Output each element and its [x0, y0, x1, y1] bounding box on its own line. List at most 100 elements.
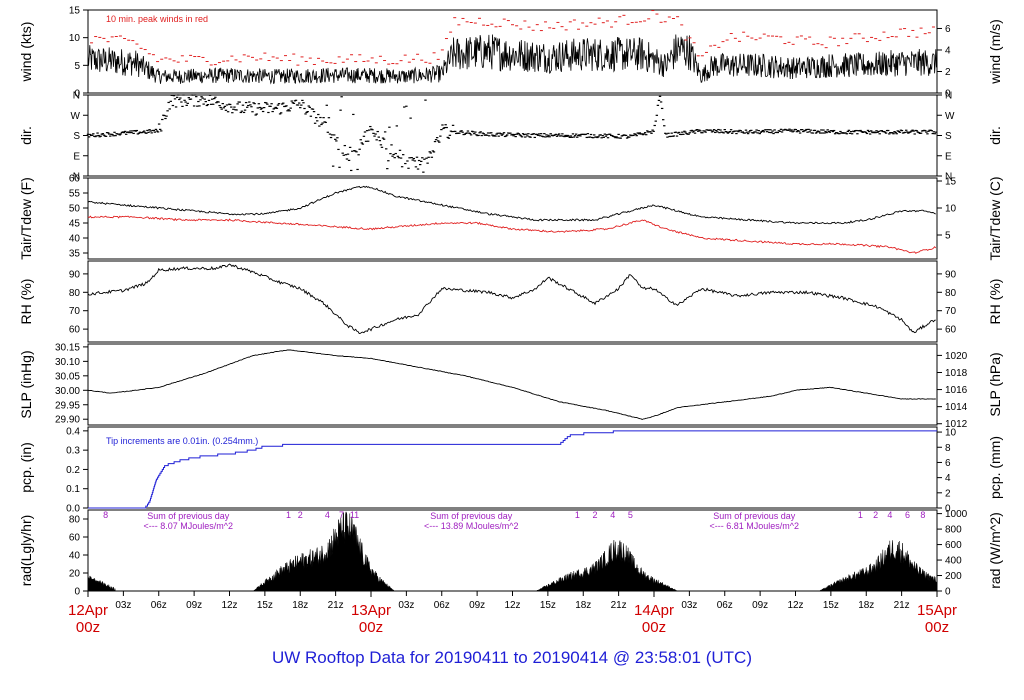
wind-right-tick-label: 6 — [945, 24, 951, 35]
date-hour-label: 00z — [642, 619, 666, 636]
dir-right-tick-label: W — [945, 111, 955, 122]
slp-right-tick-label: 1018 — [945, 368, 968, 379]
dir-left-tick-label: N — [73, 172, 80, 183]
uv-index-mark: 8 — [103, 510, 108, 520]
slp-right-tick-label: 1014 — [945, 402, 968, 413]
radiation-note-sum: <--- 6.81 MJoules/m^2 — [709, 521, 799, 531]
temp-left-tick-label: 45 — [69, 219, 81, 230]
uv-index-mark: 2 — [298, 510, 303, 520]
wind-left-tick-label: 10 — [69, 33, 81, 44]
uv-index-mark: 5 — [628, 510, 633, 520]
pcp-frame — [87, 426, 938, 509]
time-tick-label: 12z — [504, 600, 520, 611]
wind-peak-annotation: 10 min. peak winds in red — [106, 14, 208, 24]
slp-left-tick-label: 30.05 — [55, 371, 80, 382]
wind-speed-series — [87, 34, 938, 85]
pcp-left-tick-label: 0.4 — [66, 426, 80, 437]
rh-right-tick-label: 60 — [945, 325, 957, 336]
dir-right-tick-label: N — [945, 91, 952, 102]
rad-left-tick-label: 40 — [69, 551, 81, 562]
temp-left-tick-label: 40 — [69, 234, 81, 245]
time-tick-label: 06z — [434, 600, 450, 611]
rad-right-tick-label: 0 — [945, 587, 951, 598]
rad-right-axis-label: rad (W/m^2) — [987, 512, 1003, 589]
uv-index-mark: 4 — [887, 510, 892, 520]
dir-left-tick-label: S — [73, 131, 80, 142]
date-hour-label: 00z — [76, 619, 100, 636]
dir-left-axis-label: dir. — [18, 126, 34, 145]
rad-right-tick-label: 1000 — [945, 509, 968, 520]
rad-left-axis-label: rad(Lgly/hr) — [18, 515, 34, 587]
uv-index-mark: 1 — [858, 510, 863, 520]
temp-left-tick-label: 35 — [69, 249, 81, 260]
radiation-note-sum: <--- 8.07 MJoules/m^2 — [143, 521, 233, 531]
time-tick-label: 15z — [823, 600, 839, 611]
temp-left-tick-label: 50 — [69, 204, 81, 215]
date-hour-label: 00z — [925, 619, 949, 636]
dir-right-tick-label: E — [945, 151, 952, 162]
pcp-right-tick-label: 0 — [945, 504, 951, 515]
rh-right-tick-label: 90 — [945, 269, 957, 280]
radiation-note-title: Sum of previous day — [147, 511, 230, 521]
wind-left-tick-label: 0 — [74, 89, 80, 100]
wind-right-tick-label: 2 — [945, 67, 951, 78]
pcp-left-tick-label: 0.0 — [66, 504, 80, 515]
dir-right-tick-label: S — [945, 131, 952, 142]
uv-index-mark: 4 — [325, 510, 330, 520]
time-tick-label: 03z — [115, 600, 131, 611]
rh-left-tick-label: 70 — [69, 306, 81, 317]
rad-right-tick-label: 800 — [945, 525, 962, 536]
slp-left-tick-label: 30.15 — [55, 342, 80, 353]
wind-direction-series — [86, 94, 938, 173]
dir-right-tick-label: N — [945, 172, 952, 183]
dir-right-axis-label: dir. — [987, 126, 1003, 145]
date-label: 13Apr — [351, 602, 391, 619]
slp-left-axis-label: SLP (inHg) — [18, 350, 34, 418]
time-tick-label: 03z — [681, 600, 697, 611]
uv-index-mark: 8 — [920, 510, 925, 520]
uv-index-mark: 4 — [610, 510, 615, 520]
slp-left-tick-label: 29.90 — [55, 415, 80, 426]
rad-right-tick-label: 400 — [945, 556, 962, 567]
rh-left-tick-label: 90 — [69, 269, 81, 280]
rad-right-tick-label: 200 — [945, 571, 962, 582]
time-tick-label: 09z — [752, 600, 768, 611]
rh-panel: 60 70 80 90 60 70 80 90 RH (%) RH (%) — [18, 260, 1003, 343]
wind-right-tick-label: 4 — [945, 45, 951, 56]
rh-right-tick-label: 70 — [945, 306, 957, 317]
pcp-left-tick-label: 0.1 — [66, 484, 80, 495]
time-tick-label: 12z — [787, 600, 803, 611]
time-tick-label: 21z — [894, 600, 910, 611]
temp-right-axis-label: Tair/Tdew (C) — [987, 176, 1003, 260]
slp-left-tick-label: 30.00 — [55, 386, 80, 397]
precip-annotation: Tip increments are 0.01in. (0.254mm.) — [106, 436, 258, 446]
pcp-right-tick-label: 4 — [945, 473, 951, 484]
rh-frame — [87, 260, 938, 343]
air-temperature-series — [87, 185, 936, 225]
wind-panel: 0 5 10 15 0 2 4 6 wind (kts) wind (m/s) — [18, 6, 1003, 100]
uv-index-mark: 2 — [873, 510, 878, 520]
time-tick-label: 12z — [221, 600, 237, 611]
date-hour-label: 00z — [359, 619, 383, 636]
uv-index-mark: 1 — [286, 510, 291, 520]
radiation-note-title: Sum of previous day — [713, 511, 796, 521]
time-tick-label: 06z — [717, 600, 733, 611]
temp-right-tick-label: 10 — [945, 204, 957, 215]
slp-panel: 29.90 29.95 30.00 30.05 30.10 30.15 1012 1014 10… — [18, 342, 1003, 430]
uv-index-mark: 6 — [905, 510, 910, 520]
wind-left-tick-label: 5 — [74, 61, 80, 72]
wind-frame — [87, 9, 938, 94]
rad-left-tick-label: 60 — [69, 533, 81, 544]
precipitation-series — [88, 430, 937, 509]
time-tick-label: 18z — [292, 600, 308, 611]
pcp-left-axis-label: pcp. (in) — [18, 442, 34, 493]
date-label: 15Apr — [917, 602, 957, 619]
slp-right-axis-label: SLP (hPa) — [987, 352, 1003, 416]
time-tick-label: 09z — [186, 600, 202, 611]
pcp-right-tick-label: 8 — [945, 443, 951, 454]
time-tick-label: 15z — [257, 600, 273, 611]
rad-right-tick-label: 600 — [945, 540, 962, 551]
